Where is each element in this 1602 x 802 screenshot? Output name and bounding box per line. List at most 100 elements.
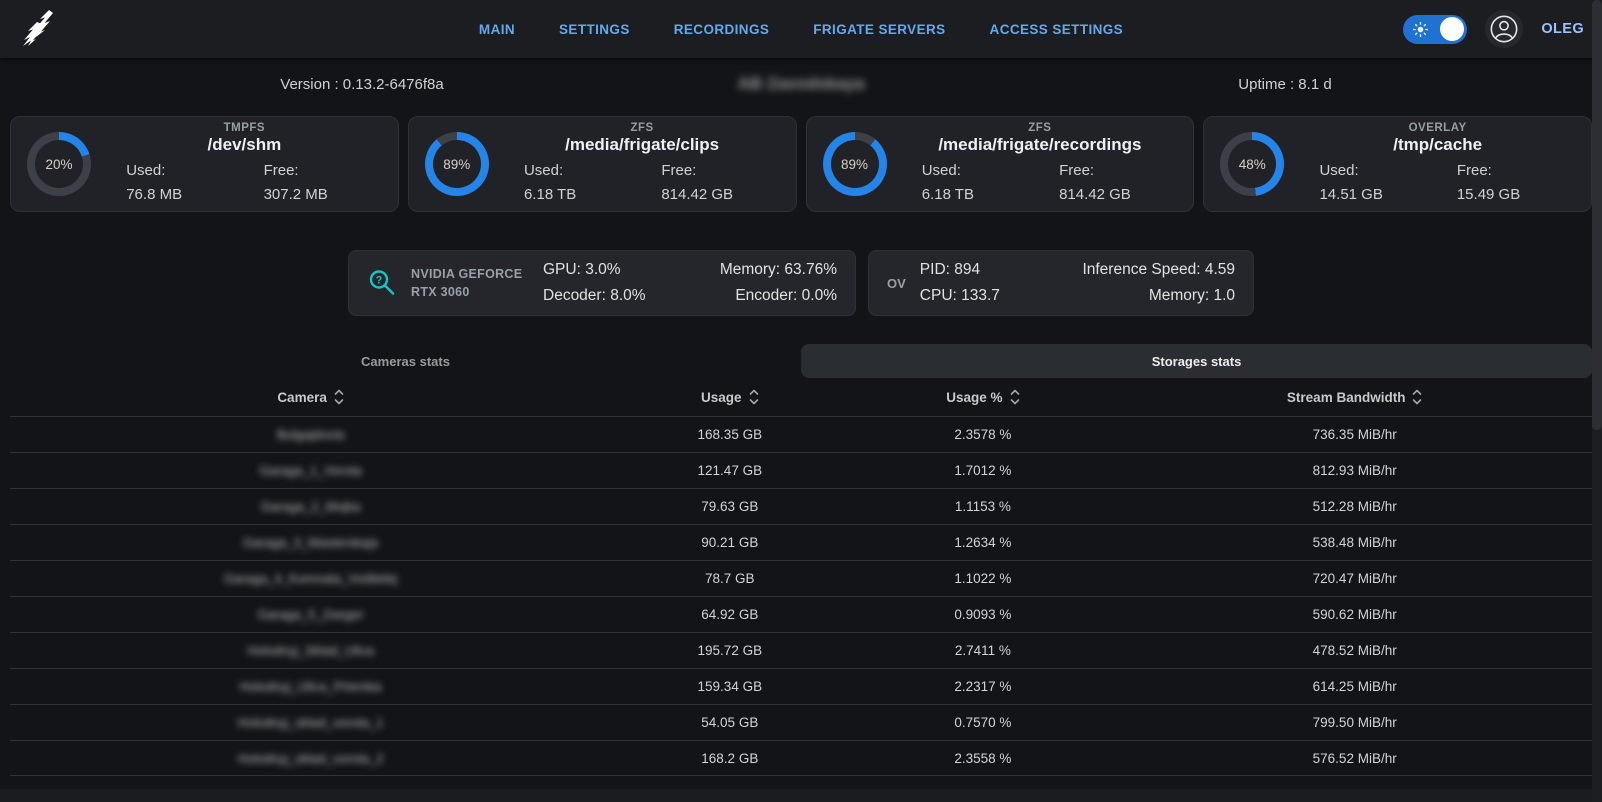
free-value: 15.49 GB	[1457, 183, 1575, 206]
usage-cell: 121.47 GB	[611, 463, 848, 478]
storage-card-clips: 89% ZFS /media/frigate/clips Used: 6.18 …	[408, 116, 797, 212]
gpu-decoder: Decoder: 8.0%	[543, 283, 646, 309]
server-name-blurred: AB Zavodskaya	[738, 74, 865, 93]
sort-icon[interactable]	[1010, 389, 1020, 405]
usage-pct-cell: 0.7570 %	[848, 715, 1117, 730]
table-row: Garaga_5_Zeeger 64.92 GB 0.9093 % 590.62…	[10, 596, 1592, 632]
column-header-stream-bandwidth[interactable]: Stream Bandwidth	[1117, 389, 1592, 405]
uptime-label: Uptime : 8.1 d	[1068, 76, 1602, 93]
user-avatar[interactable]	[1485, 10, 1523, 48]
sort-icon[interactable]	[749, 389, 759, 405]
bandwidth-cell: 799.50 MiB/hr	[1117, 715, 1592, 730]
free-label: Free:	[1059, 159, 1177, 182]
usage-cell: 54.05 GB	[611, 715, 848, 730]
used-label: Used:	[524, 159, 642, 182]
table-row: Holodnyj_Ulica_Priemka 159.34 GB 2.2317 …	[10, 668, 1592, 704]
storage-path: /media/frigate/clips	[505, 135, 780, 155]
storage-type: ZFS	[903, 122, 1178, 134]
storages-stats-table: Camera Usage Usage % St	[10, 378, 1592, 776]
nav-frigate-servers[interactable]: FRIGATE SERVERS	[813, 22, 945, 37]
usage-cell: 159.34 GB	[611, 679, 848, 694]
usage-donut: 89%	[823, 132, 887, 196]
detector-memory: Memory: 1.0	[1082, 283, 1235, 309]
free-label: Free:	[661, 159, 779, 182]
usage-pct-cell: 0.9093 %	[848, 607, 1117, 622]
free-label: Free:	[264, 159, 382, 182]
used-label: Used:	[922, 159, 1040, 182]
usage-pct-cell: 2.2317 %	[848, 679, 1117, 694]
server-summary-row: Version : 0.13.2-6476f8a AB Zavodskaya U…	[0, 62, 1602, 106]
detector-pid: PID: 894	[920, 257, 1000, 283]
svg-text:?: ?	[376, 275, 383, 287]
table-row: Garaga_3_Masterskaja 90.21 GB 1.2634 % 5…	[10, 524, 1592, 560]
storage-path: /tmp/cache	[1300, 135, 1575, 155]
storage-path: /dev/shm	[107, 135, 382, 155]
bandwidth-cell: 736.35 MiB/hr	[1117, 427, 1592, 442]
sort-icon[interactable]	[1412, 389, 1422, 405]
storage-type: OVERLAY	[1300, 122, 1575, 134]
version-label: Version : 0.13.2-6476f8a	[0, 76, 534, 93]
free-value: 814.42 GB	[1059, 183, 1177, 206]
hardware-row: ? NVIDIA GEFORCE RTX 3060 GPU: 3.0% Deco…	[0, 250, 1602, 316]
username-label[interactable]: OLEG	[1541, 21, 1584, 37]
bandwidth-cell: 590.62 MiB/hr	[1117, 607, 1592, 622]
person-icon	[1489, 14, 1519, 44]
table-row: Garaga_1_Vorota 121.47 GB 1.7012 % 812.9…	[10, 452, 1592, 488]
storage-type: TMPFS	[107, 122, 382, 134]
scrollbar-thumb[interactable]	[1592, 0, 1602, 430]
usage-pct-cell: 1.1022 %	[848, 571, 1117, 586]
usage-pct-cell: 1.2634 %	[848, 535, 1117, 550]
donut-percent: 89%	[443, 157, 470, 172]
table-row: Garaga_4_Komnata_Voditelej 78.7 GB 1.102…	[10, 560, 1592, 596]
bandwidth-cell: 812.93 MiB/hr	[1117, 463, 1592, 478]
detector-card: OV PID: 894 CPU: 133.7 Inference Speed: …	[868, 250, 1254, 316]
table-row: Bulgajdovia 168.35 GB 2.3578 % 736.35 Mi…	[10, 416, 1592, 452]
sort-icon[interactable]	[334, 389, 344, 405]
frigate-logo-icon[interactable]	[18, 6, 64, 52]
camera-name-blurred: Garaga_3_Masterskaja	[243, 535, 378, 550]
usage-donut: 48%	[1220, 132, 1284, 196]
nav-recordings[interactable]: RECORDINGS	[674, 22, 770, 37]
camera-name-blurred: Holodnyj_Sklad_Ulica	[247, 643, 373, 658]
used-label: Used:	[126, 159, 244, 182]
bandwidth-cell: 512.28 MiB/hr	[1117, 499, 1592, 514]
gpu-encoder: Encoder: 0.0%	[720, 283, 837, 309]
bandwidth-cell: 538.48 MiB/hr	[1117, 535, 1592, 550]
nav-main[interactable]: MAIN	[479, 22, 515, 37]
used-value: 6.18 TB	[922, 183, 1040, 206]
usage-pct-cell: 1.1153 %	[848, 499, 1117, 514]
theme-toggle[interactable]	[1403, 15, 1467, 44]
donut-percent: 89%	[841, 157, 868, 172]
tab-cameras-stats[interactable]: Cameras stats	[10, 344, 801, 378]
gpu-usage: GPU: 3.0%	[543, 257, 646, 283]
table-body: Bulgajdovia 168.35 GB 2.3578 % 736.35 Mi…	[10, 416, 1592, 776]
camera-name-blurred: Garaga_1_Vorota	[259, 463, 362, 478]
camera-name-blurred: Holodnyj_sklad_vorota_1	[238, 715, 384, 730]
used-value: 76.8 MB	[126, 183, 244, 206]
usage-cell: 90.21 GB	[611, 535, 848, 550]
free-value: 307.2 MB	[264, 183, 382, 206]
toggle-knob	[1440, 17, 1464, 41]
used-value: 14.51 GB	[1319, 183, 1437, 206]
usage-cell: 195.72 GB	[611, 643, 848, 658]
donut-percent: 20%	[45, 157, 72, 172]
usage-pct-cell: 1.7012 %	[848, 463, 1117, 478]
usage-donut: 89%	[425, 132, 489, 196]
table-row: Holodnyj_Sklad_Ulica 195.72 GB 2.7411 % …	[10, 632, 1592, 668]
usage-cell: 168.2 GB	[611, 751, 848, 766]
table-row: Holodnyj_sklad_vorota_1 54.05 GB 0.7570 …	[10, 704, 1592, 740]
scrollbar-track[interactable]	[1592, 0, 1602, 802]
camera-name-blurred: Holodnyj_sklad_vorota_2	[238, 751, 384, 766]
storage-card-tmpfs: 20% TMPFS /dev/shm Used: 76.8 MB Free: 3…	[10, 116, 399, 212]
column-header-camera[interactable]: Camera	[10, 389, 611, 405]
detector-inference-speed: Inference Speed: 4.59	[1082, 257, 1235, 283]
main-nav: MAIN SETTINGS RECORDINGS FRIGATE SERVERS…	[0, 0, 1602, 58]
tab-storages-stats[interactable]: Storages stats	[801, 344, 1592, 378]
camera-name-blurred: Bulgajdovia	[277, 427, 344, 442]
bandwidth-cell: 478.52 MiB/hr	[1117, 643, 1592, 658]
column-header-usage[interactable]: Usage	[611, 389, 848, 405]
gpu-search-icon: ?	[367, 268, 397, 298]
nav-access-settings[interactable]: ACCESS SETTINGS	[990, 22, 1124, 37]
nav-settings[interactable]: SETTINGS	[559, 22, 630, 37]
column-header-usage-pct[interactable]: Usage %	[848, 389, 1117, 405]
